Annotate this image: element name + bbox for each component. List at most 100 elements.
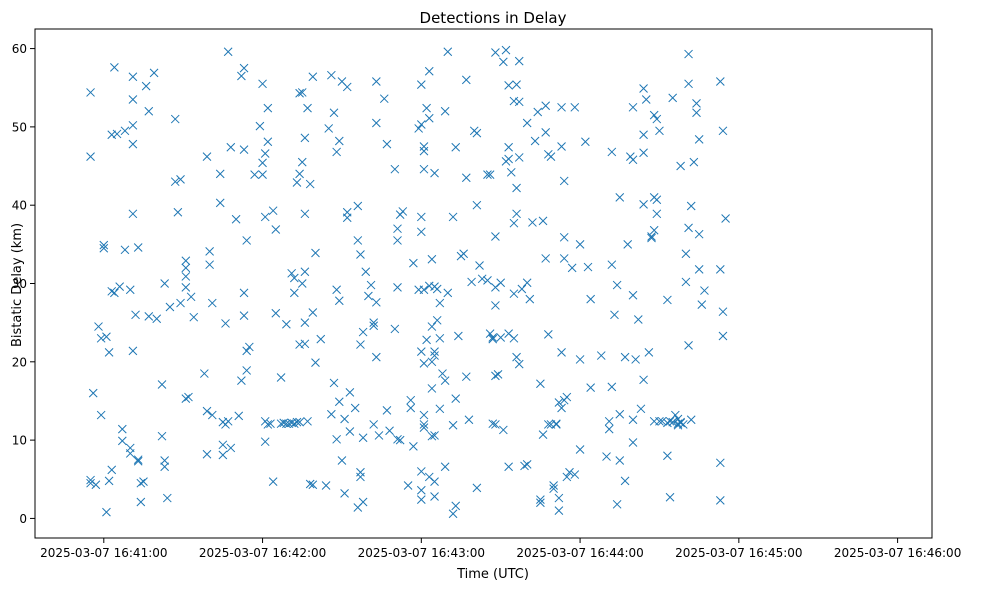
data-point	[160, 279, 170, 288]
data-point	[628, 415, 638, 425]
data-point	[514, 97, 524, 107]
data-point	[374, 431, 384, 440]
data-point	[549, 481, 558, 490]
data-point	[644, 348, 654, 357]
data-point	[107, 130, 117, 140]
data-point	[237, 376, 246, 385]
data-point	[620, 352, 630, 362]
data-point	[390, 324, 400, 334]
data-point	[263, 420, 273, 429]
data-point	[136, 497, 146, 507]
x-tick-label: 2025-03-07 16:43:00	[358, 546, 485, 560]
data-point	[371, 352, 381, 362]
data-point	[461, 75, 471, 85]
data-point	[297, 88, 307, 97]
data-point	[538, 430, 548, 439]
data-point	[120, 245, 130, 255]
data-point	[107, 465, 117, 475]
data-point	[451, 142, 461, 152]
data-point	[512, 209, 521, 219]
data-point	[263, 137, 273, 147]
data-point	[718, 126, 728, 136]
data-point	[504, 154, 513, 164]
data-point	[128, 209, 138, 219]
y-tick-label: 50	[12, 120, 27, 134]
data-point	[263, 103, 273, 113]
data-point	[557, 142, 566, 151]
data-point	[607, 382, 617, 392]
data-point	[684, 223, 693, 233]
data-point	[371, 118, 381, 128]
data-point	[477, 274, 487, 284]
data-point	[300, 209, 310, 219]
data-point	[567, 263, 577, 273]
data-point	[522, 460, 532, 469]
data-point	[162, 493, 172, 503]
data-point	[223, 47, 233, 57]
data-point	[700, 286, 709, 295]
data-point	[295, 340, 304, 349]
data-point	[117, 436, 127, 446]
data-point	[448, 420, 458, 430]
data-point	[287, 268, 297, 278]
data-point	[491, 48, 500, 57]
data-point	[536, 498, 545, 508]
data-point	[199, 369, 209, 378]
data-point	[416, 495, 426, 504]
data-point	[655, 416, 664, 426]
data-point	[128, 72, 138, 82]
data-point	[636, 404, 646, 414]
data-point	[528, 218, 537, 227]
data-point	[416, 120, 426, 129]
data-point	[512, 80, 521, 89]
data-point	[467, 277, 476, 287]
data-point	[329, 378, 339, 388]
data-point	[501, 45, 511, 55]
data-point	[416, 485, 426, 495]
data-point	[565, 467, 574, 477]
data-point	[110, 63, 119, 72]
data-point	[541, 254, 551, 263]
data-point	[715, 77, 725, 86]
data-point	[350, 403, 360, 413]
data-point	[303, 416, 312, 426]
data-point	[416, 347, 426, 356]
data-point	[218, 450, 228, 460]
data-point	[581, 137, 590, 147]
y-tick-label: 30	[12, 277, 27, 291]
data-point	[125, 285, 135, 295]
data-point	[686, 201, 696, 211]
data-point	[652, 195, 662, 205]
data-point	[334, 397, 344, 407]
data-point	[86, 88, 95, 97]
data-point	[546, 152, 556, 161]
data-point	[96, 333, 106, 343]
data-point	[205, 260, 214, 270]
data-point	[641, 95, 651, 104]
data-point	[432, 315, 442, 325]
data-point	[435, 404, 445, 414]
data-point	[586, 294, 596, 304]
data-point	[385, 426, 394, 436]
data-point	[639, 130, 648, 140]
data-point	[498, 57, 508, 67]
data-point	[676, 161, 685, 171]
plot-frame	[34, 28, 933, 539]
data-point	[223, 416, 233, 426]
data-point	[337, 456, 347, 465]
data-point	[356, 472, 365, 482]
data-point	[543, 330, 553, 339]
data-point	[443, 47, 453, 57]
data-point	[255, 121, 265, 131]
data-point	[406, 403, 416, 413]
data-point	[438, 369, 447, 378]
data-point	[689, 157, 699, 167]
x-tick-label: 2025-03-07 16:41:00	[40, 546, 167, 560]
data-point	[300, 133, 310, 143]
data-point	[718, 307, 728, 317]
data-point	[364, 291, 373, 301]
data-point	[430, 431, 439, 440]
data-point	[353, 201, 363, 211]
data-point	[536, 379, 545, 389]
data-point	[430, 351, 439, 360]
